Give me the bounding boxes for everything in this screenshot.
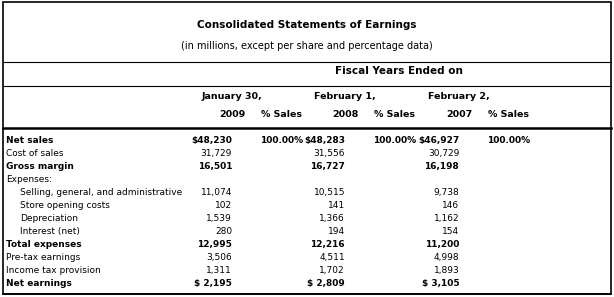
FancyBboxPatch shape — [3, 2, 611, 294]
Text: 11,200: 11,200 — [425, 240, 459, 249]
Text: 141: 141 — [328, 201, 345, 210]
Text: 1,366: 1,366 — [319, 214, 345, 223]
Text: 10,515: 10,515 — [314, 188, 345, 197]
Text: Income tax provision: Income tax provision — [6, 266, 101, 275]
Text: 100.00%: 100.00% — [487, 136, 530, 145]
Text: 1,893: 1,893 — [433, 266, 459, 275]
Text: $ 3,105: $ 3,105 — [422, 279, 459, 288]
Text: 1,162: 1,162 — [433, 214, 459, 223]
Text: $ 2,195: $ 2,195 — [194, 279, 232, 288]
Text: 146: 146 — [442, 201, 459, 210]
Text: Selling, general, and administrative: Selling, general, and administrative — [20, 188, 182, 197]
Text: Consolidated Statements of Earnings: Consolidated Statements of Earnings — [197, 20, 417, 30]
Text: January 30,: January 30, — [202, 92, 262, 101]
Text: February 2,: February 2, — [429, 92, 490, 101]
Text: 9,738: 9,738 — [433, 188, 459, 197]
Text: % Sales: % Sales — [488, 110, 529, 119]
Text: 11,074: 11,074 — [201, 188, 232, 197]
Text: 3,506: 3,506 — [206, 253, 232, 263]
Text: Total expenses: Total expenses — [6, 240, 82, 249]
Text: Expenses:: Expenses: — [6, 175, 52, 184]
Text: 31,556: 31,556 — [314, 149, 345, 158]
Text: 100.00%: 100.00% — [373, 136, 416, 145]
Text: (in millions, except per share and percentage data): (in millions, except per share and perce… — [181, 41, 433, 51]
Text: Gross margin: Gross margin — [6, 162, 74, 171]
Text: $48,230: $48,230 — [191, 136, 232, 145]
Text: 1,702: 1,702 — [319, 266, 345, 275]
Text: 2009: 2009 — [219, 110, 245, 119]
Text: $48,283: $48,283 — [304, 136, 345, 145]
Text: $46,927: $46,927 — [418, 136, 459, 145]
Text: 4,511: 4,511 — [319, 253, 345, 263]
Text: 16,727: 16,727 — [310, 162, 345, 171]
Text: 100.00%: 100.00% — [260, 136, 303, 145]
Text: Net earnings: Net earnings — [6, 279, 72, 288]
Text: 1,311: 1,311 — [206, 266, 232, 275]
Text: 2007: 2007 — [446, 110, 472, 119]
Text: 16,501: 16,501 — [198, 162, 232, 171]
Text: February 1,: February 1, — [314, 92, 376, 101]
Text: 12,995: 12,995 — [197, 240, 232, 249]
Text: Pre-tax earnings: Pre-tax earnings — [6, 253, 80, 263]
Text: Cost of sales: Cost of sales — [6, 149, 64, 158]
Text: 280: 280 — [215, 228, 232, 236]
Text: Depreciation: Depreciation — [20, 214, 77, 223]
Text: 4,998: 4,998 — [433, 253, 459, 263]
Text: 31,729: 31,729 — [201, 149, 232, 158]
Text: 1,539: 1,539 — [206, 214, 232, 223]
Text: 154: 154 — [442, 228, 459, 236]
Text: $ 2,809: $ 2,809 — [308, 279, 345, 288]
Text: Fiscal Years Ended on: Fiscal Years Ended on — [335, 66, 463, 76]
Text: 12,216: 12,216 — [311, 240, 345, 249]
Text: Net sales: Net sales — [6, 136, 53, 145]
Text: 30,729: 30,729 — [428, 149, 459, 158]
Text: Store opening costs: Store opening costs — [20, 201, 109, 210]
Text: Interest (net): Interest (net) — [20, 228, 80, 236]
Text: % Sales: % Sales — [374, 110, 414, 119]
Text: % Sales: % Sales — [261, 110, 301, 119]
Text: 2008: 2008 — [332, 110, 358, 119]
Text: 102: 102 — [215, 201, 232, 210]
Text: 194: 194 — [328, 228, 345, 236]
Text: 16,198: 16,198 — [424, 162, 459, 171]
